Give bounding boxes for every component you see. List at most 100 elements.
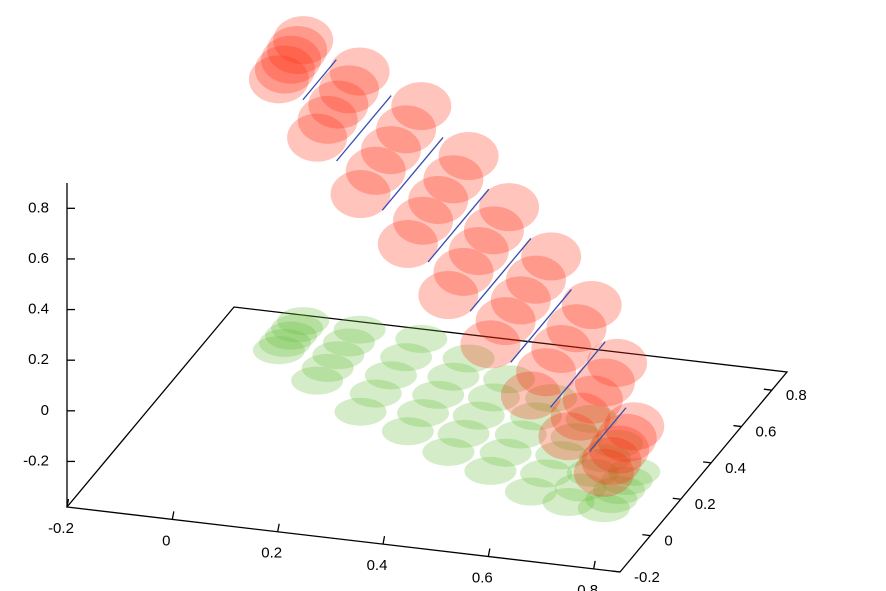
cloud-point <box>308 80 369 129</box>
cloud-point <box>531 324 592 373</box>
cloud-point <box>248 55 309 104</box>
x-tick-label: 0.8 <box>577 582 598 591</box>
cloud-point <box>287 113 348 162</box>
x-tick-label: 0 <box>162 532 170 549</box>
cloud-point <box>267 25 328 74</box>
cloud-point <box>273 16 334 65</box>
cloud-point <box>433 247 494 296</box>
cloud-point <box>448 227 509 276</box>
cloud-point <box>587 338 648 387</box>
cloud-point <box>490 276 551 325</box>
cloud-point <box>261 35 322 84</box>
y-tick <box>642 533 651 537</box>
floor-point <box>364 361 417 390</box>
cloud-point <box>581 437 642 486</box>
floor-point <box>600 466 653 495</box>
floor-point <box>504 477 557 506</box>
floor-point <box>452 401 505 430</box>
floor-point <box>578 444 631 473</box>
y-tick-label: 0 <box>664 533 672 550</box>
x-tick <box>382 536 386 545</box>
floor-point <box>380 343 433 372</box>
y-tick <box>733 424 742 428</box>
cloud-point <box>423 155 484 204</box>
curve-line <box>336 95 392 162</box>
floor-point <box>395 324 448 353</box>
floor-point <box>535 441 588 470</box>
cloud-point <box>604 402 665 451</box>
floor-point <box>542 488 595 517</box>
floor-point <box>271 314 324 343</box>
cloud-point <box>329 47 390 96</box>
cloud-point <box>561 281 622 330</box>
floor-point <box>333 315 386 344</box>
cloud-point <box>360 126 421 175</box>
floor-point <box>422 437 475 466</box>
floor-point <box>291 366 344 395</box>
cloud-point <box>297 95 358 144</box>
curve-line <box>510 289 572 363</box>
x-tick-label: 0.2 <box>261 545 282 562</box>
cloud-point <box>500 371 561 420</box>
z-tick-label: -0.2 <box>23 452 49 469</box>
cloud-point <box>418 271 479 320</box>
curve-line <box>589 407 627 452</box>
floor-point <box>554 473 607 502</box>
cloud-point <box>393 196 454 245</box>
curve-line <box>427 188 490 263</box>
floor-point <box>467 383 520 412</box>
curve-line <box>381 137 444 211</box>
floor-point <box>585 485 638 514</box>
floor-point <box>442 344 495 373</box>
x-tick <box>487 548 491 557</box>
floor-point <box>566 458 619 487</box>
cloud-point <box>505 255 566 304</box>
x-tick <box>277 523 280 532</box>
z-tick-label: 0.4 <box>28 301 49 318</box>
y-tick <box>611 570 621 573</box>
floor-point <box>322 328 375 357</box>
floor-point <box>381 417 434 446</box>
floor-point <box>494 420 547 449</box>
floor-frame <box>65 306 789 573</box>
y-tick-label: 0.8 <box>786 387 807 404</box>
cloud-point <box>408 175 469 224</box>
cloud-point <box>460 320 521 369</box>
z-tick-label: 0 <box>41 402 49 419</box>
cloud-point <box>254 45 315 94</box>
cloud-point <box>391 82 452 131</box>
floor-point <box>565 404 618 433</box>
x-tick-label: 0.4 <box>367 557 388 574</box>
cloud-point <box>573 448 634 497</box>
floor-point <box>412 380 465 409</box>
floor-point <box>479 438 532 467</box>
y-tick <box>672 497 681 500</box>
floor-point <box>277 307 330 336</box>
cloud-point <box>589 425 650 474</box>
floor-point <box>437 419 490 448</box>
floor-point <box>301 353 354 382</box>
z-tick-label: 0.6 <box>28 250 49 267</box>
floor-point <box>550 423 603 452</box>
floor-point <box>334 397 387 426</box>
floor-point <box>427 362 480 391</box>
cloud-point <box>562 375 623 424</box>
cloud-point <box>550 392 611 441</box>
cloud-point <box>479 183 540 232</box>
floor-point <box>312 341 365 370</box>
cloud-point <box>516 348 577 397</box>
cloud-point <box>546 304 607 353</box>
cloud-point <box>330 170 391 219</box>
floor-point <box>591 429 644 458</box>
cloud-point <box>574 358 635 407</box>
curve-line <box>469 238 532 312</box>
z-tick-label: 0.2 <box>28 351 49 368</box>
floor-point <box>265 321 318 350</box>
y-tick-label: -0.2 <box>634 569 660 586</box>
cloud-point <box>377 219 438 268</box>
x-tick-label: -0.2 <box>48 520 74 537</box>
cloud-point <box>475 297 536 346</box>
x-tick-label: 0.6 <box>472 569 493 586</box>
floor-point <box>464 456 517 485</box>
